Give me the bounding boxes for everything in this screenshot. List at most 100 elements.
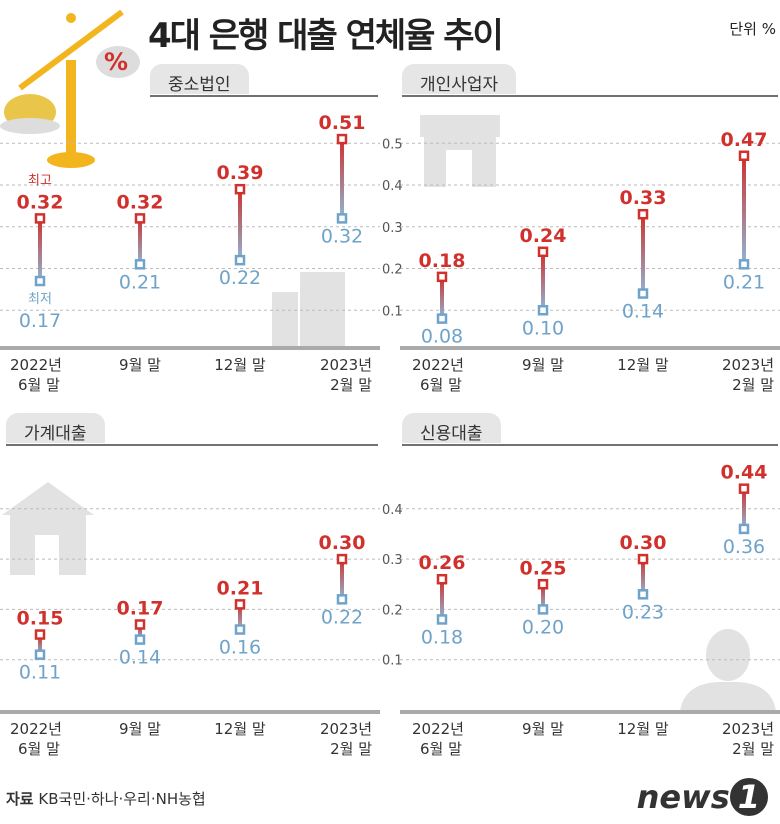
- x-tick-label: 2022년: [412, 356, 464, 374]
- high-marker: [336, 553, 348, 565]
- legend-low-label: 최저: [28, 292, 52, 307]
- high-marker: [537, 246, 549, 258]
- high-value-label: 0.33: [620, 187, 667, 209]
- range-bar: [340, 559, 344, 600]
- low-marker: [134, 259, 146, 270]
- high-value-label: 0.25: [520, 557, 567, 579]
- high-marker: [637, 553, 649, 565]
- high-value-label: 0.17: [117, 597, 164, 619]
- high-value-label: 0.51: [319, 112, 366, 134]
- high-marker: [637, 208, 649, 220]
- low-marker: [34, 649, 46, 660]
- x-tick-label: 2022년: [10, 720, 62, 738]
- x-tick-label: 2022년: [10, 356, 62, 374]
- range-bar: [38, 634, 42, 655]
- x-tick-label: 12월 말: [214, 356, 266, 374]
- x-tick-label: 2월 말: [330, 376, 372, 394]
- high-marker: [537, 579, 549, 590]
- high-marker: [336, 133, 348, 145]
- high-marker: [436, 271, 448, 283]
- low-value-label: 0.22: [219, 267, 261, 289]
- range-bar: [238, 189, 242, 261]
- x-tick-label: 2월 말: [732, 740, 774, 758]
- x-tick-label: 2022년: [412, 720, 464, 738]
- x-tick-label: 6월 말: [420, 376, 462, 394]
- x-tick-label: 2023년: [722, 720, 774, 738]
- high-marker: [738, 483, 750, 494]
- high-value-label: 0.39: [217, 162, 264, 184]
- low-value-label: 0.16: [219, 637, 261, 659]
- x-tick-label: 2023년: [320, 720, 372, 738]
- page-title: 4대 은행 대출 연체율 추이: [148, 16, 504, 56]
- range-bar: [541, 251, 545, 311]
- low-marker: [537, 604, 549, 615]
- low-marker: [436, 313, 448, 324]
- low-marker: [234, 624, 246, 635]
- x-tick-label: 12월 말: [617, 356, 669, 374]
- y-tick-label: 0.1: [382, 654, 403, 669]
- y-tick-label: 0.4: [382, 503, 403, 518]
- y-tick-label: 0.2: [382, 263, 403, 278]
- high-marker: [234, 183, 246, 195]
- y-tick-label: 0.3: [382, 553, 403, 568]
- source-note: 자료 KB국민·하나·우리·NH농협: [6, 788, 206, 809]
- low-value-label: 0.10: [522, 317, 564, 339]
- high-value-label: 0.26: [419, 552, 466, 574]
- high-marker: [738, 150, 750, 162]
- range-bar: [138, 624, 142, 640]
- high-value-label: 0.47: [721, 129, 768, 151]
- range-bar: [641, 559, 645, 595]
- high-value-label: 0.44: [721, 462, 768, 484]
- high-value-label: 0.32: [17, 191, 64, 213]
- x-tick-label: 2023년: [320, 356, 372, 374]
- low-marker: [234, 254, 246, 266]
- tab-household: 가계대출: [6, 413, 105, 444]
- high-value-label: 0.30: [319, 532, 366, 554]
- house-illustration: [2, 482, 94, 575]
- range-bar: [641, 214, 645, 294]
- tab-sme: 중소법인: [150, 64, 249, 95]
- x-tick-label: 9월 말: [119, 720, 161, 738]
- low-marker: [637, 288, 649, 299]
- low-marker: [738, 259, 750, 270]
- x-tick-label: 6월 말: [18, 740, 60, 758]
- scale-illustration: %: [0, 9, 140, 168]
- unit-label: 단위 %: [729, 20, 776, 38]
- high-marker: [34, 213, 46, 224]
- x-tick-label: 6월 말: [18, 376, 60, 394]
- low-value-label: 0.22: [321, 606, 363, 628]
- high-marker: [134, 213, 146, 224]
- high-value-label: 0.15: [17, 608, 64, 630]
- low-value-label: 0.21: [723, 271, 765, 293]
- low-value-label: 0.20: [522, 616, 564, 638]
- source-label: 자료: [6, 790, 34, 808]
- low-marker: [436, 614, 448, 625]
- y-tick-label: 0.1: [382, 304, 403, 319]
- x-tick-label: 2023년: [722, 356, 774, 374]
- x-tick-label: 2월 말: [732, 376, 774, 394]
- high-value-label: 0.21: [217, 577, 264, 599]
- range-bar: [742, 155, 746, 265]
- low-value-label: 0.36: [723, 536, 765, 558]
- low-marker: [637, 589, 649, 600]
- x-tick-label: 9월 말: [119, 356, 161, 374]
- svg-text:%: %: [104, 48, 128, 76]
- x-tick-label: 9월 말: [522, 720, 564, 738]
- low-value-label: 0.23: [622, 601, 664, 623]
- x-tick-label: 12월 말: [617, 720, 669, 738]
- low-value-label: 0.18: [421, 626, 463, 648]
- person-illustration: [680, 629, 776, 712]
- x-tick-label: 2월 말: [330, 740, 372, 758]
- high-marker: [134, 619, 146, 630]
- low-marker: [34, 275, 46, 287]
- low-value-label: 0.08: [421, 326, 463, 348]
- high-value-label: 0.24: [520, 225, 567, 247]
- x-tick-label: 12월 말: [214, 720, 266, 738]
- range-bar: [541, 584, 545, 610]
- low-marker: [336, 594, 348, 605]
- low-marker: [738, 523, 750, 535]
- tab-credit: 신용대출: [402, 413, 501, 444]
- range-bar: [38, 218, 42, 282]
